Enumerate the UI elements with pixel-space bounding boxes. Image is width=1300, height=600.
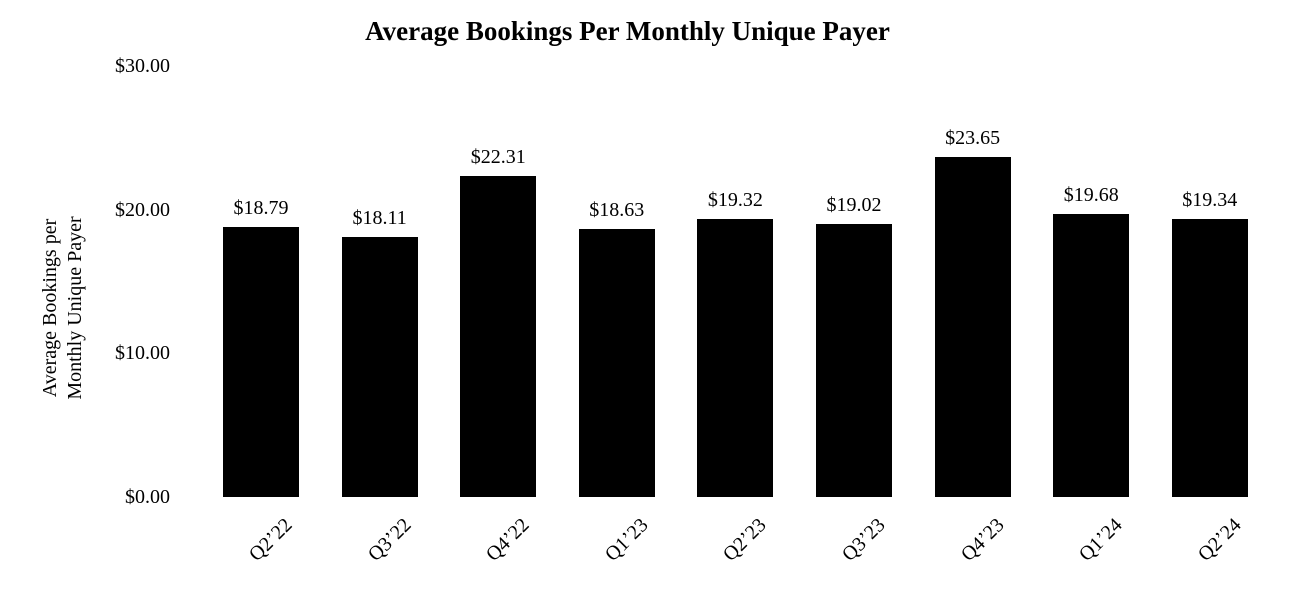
bar-value-label: $23.65 [945,127,1001,150]
x-axis-label: Q2’23 [719,514,771,566]
x-axis-label: Q2’22 [244,514,297,566]
x-axis-label: Q1’24 [1075,514,1127,566]
x-axis-label: Q1’23 [600,514,653,566]
bar-value-label: $19.34 [1182,189,1238,212]
bar-value-label: $18.63 [589,199,645,222]
x-axis-label: Q4’23 [956,514,1009,566]
bar-Q4’23 [934,157,1011,497]
y-tick-label: $10.00 [115,342,170,365]
bar-value-label: $19.68 [1063,184,1119,207]
bar-value-label: $18.79 [233,196,289,219]
bar-Q2’22 [223,226,299,497]
bar-value-label: $22.31 [470,146,526,169]
y-tick-label: $0.00 [125,486,170,508]
chart-title: Average Bookings Per Monthly Unique Paye… [365,16,890,46]
bar-Q2’23 [697,219,774,497]
bar-Q1’23 [578,229,655,497]
x-axis-label: Q2’24 [1193,514,1246,566]
bar-value-label: $19.02 [826,193,882,216]
x-axis-label: Q3’22 [363,514,416,566]
bar-value-label: $18.11 [352,206,407,229]
bar-Q3’23 [816,223,892,497]
bar-value-label: $19.32 [707,189,763,212]
bar-Q1’24 [1053,214,1130,497]
bar-Q4’22 [460,176,537,497]
y-tick-label: $20.00 [115,198,170,221]
bar-Q2’24 [1171,219,1248,497]
x-axis-label: Q4’22 [482,514,534,566]
bar-Q3’22 [341,236,418,497]
y-tick-label: $30.00 [115,54,170,77]
x-axis-label: Q3’23 [837,514,890,566]
